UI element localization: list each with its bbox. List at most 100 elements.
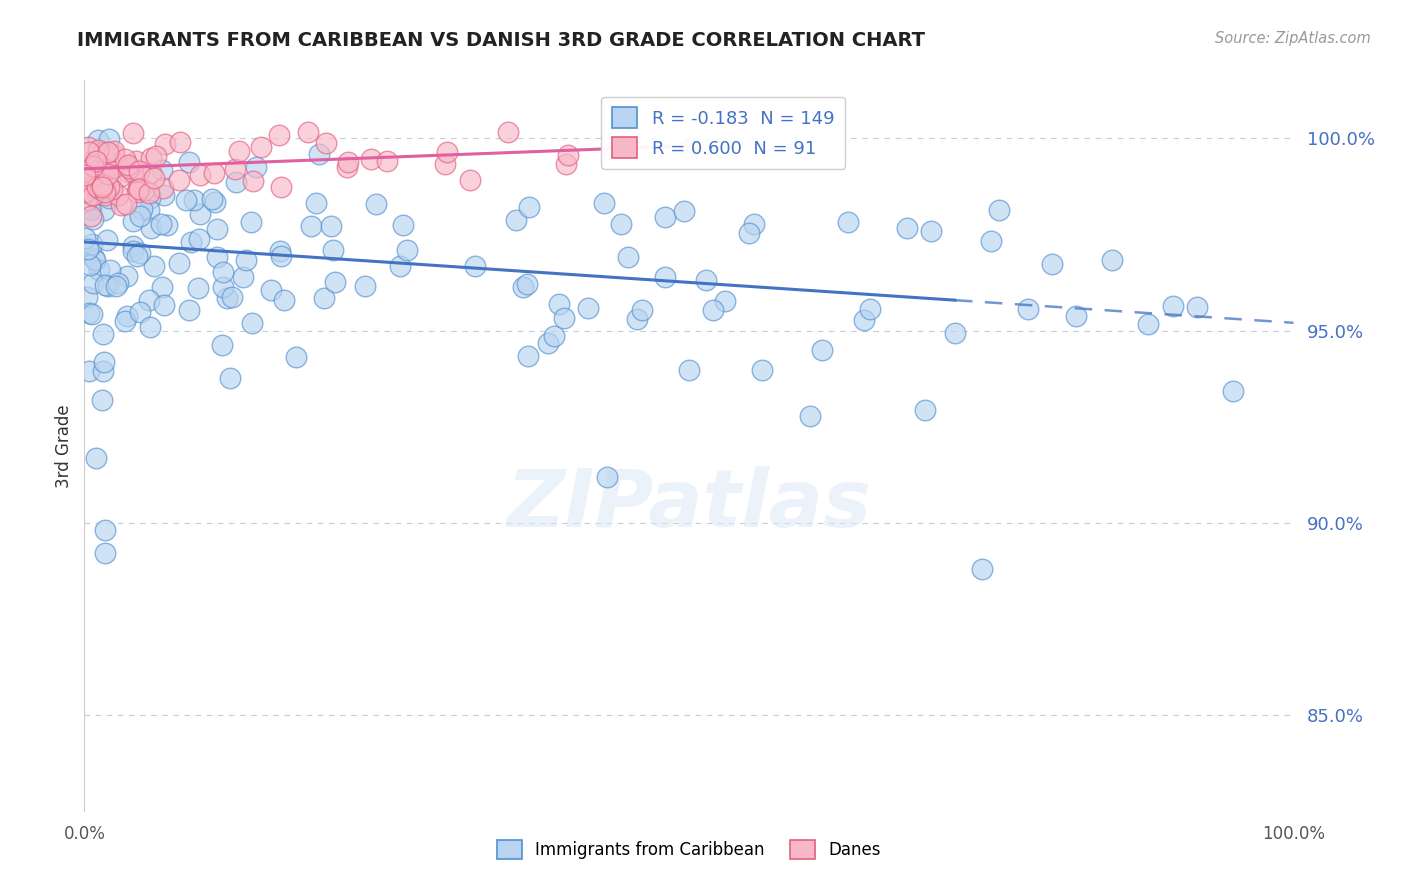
Point [91,178,114,193]
Point [96,233,118,247]
Point [554,157,576,171]
Point [219,371,242,385]
Point [183,193,205,207]
Point [117,158,139,172]
Point [702,303,724,318]
Point [512,280,534,294]
Point [79,157,101,171]
Point [204,194,226,209]
Point [87,133,110,147]
Point [139,191,162,205]
Point [129,209,152,223]
Point [811,343,834,358]
Point [128,245,150,260]
Point [914,403,936,417]
Point [335,161,357,175]
Point [79,209,101,223]
Point [87,263,110,277]
Point [654,210,676,224]
Point [299,219,322,233]
Point [678,142,700,156]
Point [1101,253,1123,268]
Point [557,148,579,162]
Point [73,185,96,199]
Point [179,155,201,169]
Point [553,310,575,325]
Point [610,217,633,231]
Text: IMMIGRANTS FROM CARIBBEAN VS DANISH 3RD GRADE CORRELATION CHART: IMMIGRANTS FROM CARIBBEAN VS DANISH 3RD … [77,31,925,50]
Point [205,250,228,264]
Point [122,126,145,140]
Point [245,161,267,175]
Point [87,143,110,157]
Point [970,562,993,576]
Point [141,165,163,179]
Point [121,213,143,227]
Point [188,207,211,221]
Point [270,249,292,263]
Point [97,132,120,146]
Point [1017,302,1039,317]
Point [128,182,150,196]
Point [82,165,104,179]
Point [325,275,347,289]
Point [94,171,117,186]
Point [83,174,105,188]
Point [97,278,120,293]
Point [122,165,145,179]
Point [988,202,1011,217]
Point [114,314,136,328]
Point [83,251,105,265]
Point [837,215,859,229]
Point [695,273,717,287]
Point [1137,317,1160,331]
Point [225,175,247,189]
Point [128,163,150,178]
Point [79,154,101,169]
Point [76,179,98,194]
Point [242,173,264,187]
Point [84,172,107,186]
Point [117,164,139,178]
Point [132,183,155,197]
Point [267,128,290,143]
Point [127,186,149,200]
Point [673,203,696,218]
Point [114,153,136,167]
Point [322,243,344,257]
Point [91,145,114,160]
Point [76,290,98,304]
Point [103,148,125,162]
Point [152,181,174,195]
Point [91,326,114,341]
Point [84,450,107,465]
Point [97,167,120,181]
Point [250,140,273,154]
Point [187,281,209,295]
Point [150,217,173,231]
Point [337,154,360,169]
Point [73,160,96,174]
Point [617,250,640,264]
Point [80,203,103,218]
Point [103,144,125,158]
Point [86,154,108,169]
Point [396,244,419,258]
Point [150,279,173,293]
Point [177,302,200,317]
Point [75,184,97,198]
Point [79,258,101,272]
Point [77,140,100,154]
Point [86,186,108,201]
Point [131,202,153,216]
Point [1040,257,1063,271]
Point [139,151,162,165]
Point [94,185,117,199]
Point [744,217,766,231]
Point [75,164,97,178]
Point [543,329,565,343]
Point [82,168,104,182]
Point [654,270,676,285]
Point [76,156,98,170]
Point [103,161,125,175]
